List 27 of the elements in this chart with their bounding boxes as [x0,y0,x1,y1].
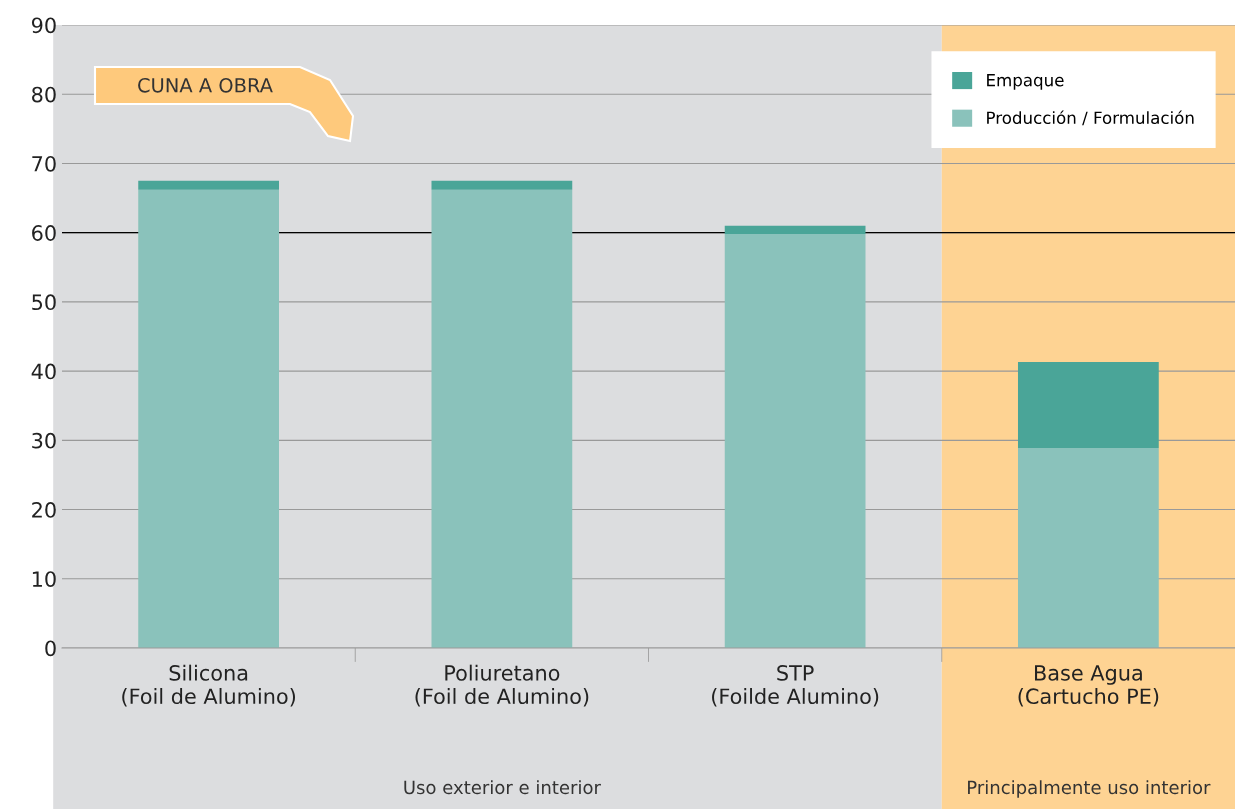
annotation: CUNA A OBRA [138,77,273,93]
y-tick-label: 70 [32,155,56,172]
bar [1017,362,1159,448]
bar [724,234,866,648]
band-label: Principalmente uso interior [968,780,1211,798]
bar [431,189,573,648]
y-tick-label: 20 [32,502,56,518]
bar [1017,447,1159,648]
bar [431,180,573,190]
x-tick-label: Silicona (Foil de Alumino) [122,664,296,707]
legend-label: Producción / Formulación [987,110,1194,126]
bar [138,180,279,190]
x-tick-label: STP (Foilde Alumino) [712,665,879,707]
y-tick-label: 0 [45,640,56,657]
bar [724,225,866,235]
y-tick-label: 40 [31,363,56,380]
x-tick-label: Base Agua (Cartucho PE) [1018,665,1159,707]
y-tick-label: 10 [32,571,56,587]
y-tick-label: 80 [32,86,56,103]
y-tick-label: 90 [31,17,56,34]
y-tick-label: 30 [32,432,56,449]
band-label: Uso exterior e interior [404,780,601,795]
y-tick-label: 50 [32,294,56,311]
legend-label: Empaque [987,74,1064,90]
bar [138,189,279,648]
x-tick-label: Poliuretano (Foil de Alumino) [415,664,589,707]
y-tick-label: 60 [32,225,56,241]
